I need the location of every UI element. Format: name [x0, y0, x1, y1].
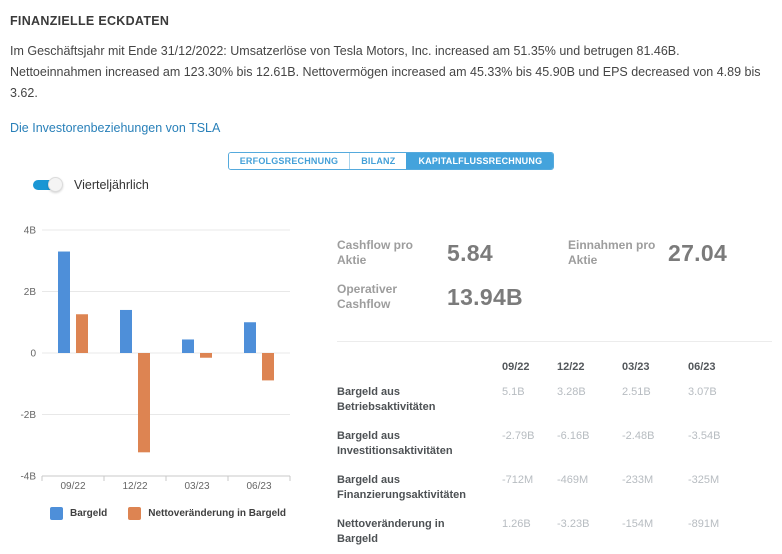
- cashflow-bar-chart: 4B 2B 0 -2B -4B 09/22 12/22 03/23 06/23: [20, 226, 291, 492]
- cell-value: 5.1B: [502, 386, 525, 398]
- x-axis-category-label: 06/23: [246, 481, 271, 492]
- page-title: FINANZIELLE ECKDATEN: [10, 14, 170, 28]
- kpi-grid: Cashflow pro Aktie 5.84 Einnahmen pro Ak…: [337, 238, 772, 312]
- kpi-value-cashflow-pro-aktie: 5.84: [447, 239, 493, 266]
- cashflow-table: 09/22 12/22 03/23 06/23 Bargeld aus Betr…: [337, 353, 772, 554]
- table-row: Bargeld aus Finanzierungsaktivitäten -71…: [337, 466, 772, 510]
- bar-bargeld-03/23: [182, 339, 194, 353]
- kpi-value-einnahmen-pro-aktie: 27.04: [668, 239, 728, 266]
- bar-nettoveraenderung-03/23: [200, 353, 212, 358]
- y-axis-tick-label: 4B: [24, 226, 37, 237]
- tab-erfolgsrechnung[interactable]: ERFOLGSRECHNUNG: [228, 153, 350, 169]
- quarterly-toggle-label: Vierteljährlich: [74, 178, 149, 192]
- metrics-panel: Cashflow pro Aktie 5.84 Einnahmen pro Ak…: [330, 216, 772, 554]
- bar-nettoveraenderung-09/22: [76, 314, 88, 353]
- kpi-label-operativer-cashflow: Operativer Cashflow: [337, 282, 398, 311]
- cell-value: -3.54B: [688, 430, 721, 442]
- cell-value: 3.07B: [688, 386, 717, 398]
- cell-value: 2.51B: [622, 386, 651, 398]
- column-header-q1: 09/22: [502, 361, 530, 373]
- kpi-label-einnahmen-pro-aktie: Einnahmen pro Aktie: [568, 238, 656, 267]
- kpi-label-cashflow-pro-aktie: Cashflow pro Aktie: [337, 238, 414, 267]
- y-axis-tick-label: -2B: [20, 410, 36, 421]
- x-axis-category-label: 12/22: [122, 481, 147, 492]
- cell-value: 3.28B: [557, 386, 586, 398]
- investor-relations-link[interactable]: Die Investorenbeziehungen von TSLA: [10, 121, 221, 135]
- cell-value: -712M: [502, 474, 534, 486]
- y-axis-tick-label: 0: [30, 349, 36, 360]
- cashflow-chart-panel: 4B 2B 0 -2B -4B 09/22 12/22 03/23 06/23 Bargeld …: [10, 216, 330, 554]
- toggle-track: [33, 180, 58, 190]
- table-row: Nettoveränderung in Bargeld 1.26B -3.23B…: [337, 510, 772, 554]
- cell-value: -891M: [688, 518, 720, 530]
- y-axis-tick-label: -4B: [20, 472, 36, 483]
- content-row: 4B 2B 0 -2B -4B 09/22 12/22 03/23 06/23 Bargeld …: [10, 216, 772, 554]
- toggle-knob-icon: [48, 177, 63, 192]
- cell-value: -154M: [622, 518, 654, 530]
- bar-bargeld-06/23: [244, 322, 256, 353]
- y-axis-tick-label: 2B: [24, 287, 37, 298]
- row-label-betriebsaktivitaeten: Bargeld aus Betriebsaktivitäten: [337, 386, 436, 413]
- row-label-investitionsaktivitaeten: Bargeld aus Investitionsaktivitäten: [337, 430, 453, 457]
- bar-bargeld-12/22: [120, 309, 132, 353]
- statement-tabs: ERFOLGSRECHNUNG BILANZ KAPITALFLUSSRECHN…: [227, 152, 555, 170]
- x-axis-category-label: 09/22: [60, 481, 85, 492]
- quarterly-toggle-row: Vierteljährlich: [10, 172, 772, 198]
- panel-divider: [337, 341, 772, 342]
- cell-value: -469M: [557, 474, 589, 486]
- cell-value: -2.79B: [502, 430, 535, 442]
- quarterly-toggle[interactable]: [33, 177, 63, 193]
- table-header-row: 09/22 12/22 03/23 06/23: [337, 353, 772, 378]
- x-axis-category-label: 03/23: [184, 481, 209, 492]
- table-row: Bargeld aus Investitionsaktivitäten -2.7…: [337, 422, 772, 466]
- column-header-q4: 06/23: [688, 361, 716, 373]
- cell-value: -325M: [688, 474, 720, 486]
- cell-value: -233M: [622, 474, 654, 486]
- cell-value: 1.26B: [502, 518, 531, 530]
- table-row: Bargeld aus Betriebsaktivitäten 5.1B 3.2…: [337, 378, 772, 422]
- bar-nettoveraenderung-06/23: [262, 353, 274, 381]
- statement-tabs-row: ERFOLGSRECHNUNG BILANZ KAPITALFLUSSRECHN…: [10, 152, 772, 170]
- column-header-q3: 03/23: [622, 361, 650, 373]
- cell-value: -3.23B: [557, 518, 590, 530]
- row-label-finanzierungsaktivitaeten: Bargeld aus Finanzierungsaktivitäten: [337, 474, 466, 501]
- financial-summary-text: Im Geschäftsjahr mit Ende 31/12/2022: Um…: [10, 44, 761, 100]
- row-label-nettoveraenderung: Nettoveränderung in Bargeld: [337, 518, 445, 545]
- bar-bargeld-09/22: [58, 251, 70, 353]
- cell-value: -6.16B: [557, 430, 590, 442]
- tab-kapitalflussrechnung[interactable]: KAPITALFLUSSRECHNUNG: [406, 153, 554, 169]
- column-header-q2: 12/22: [557, 361, 585, 373]
- tab-bilanz[interactable]: BILANZ: [349, 153, 407, 169]
- bar-nettoveraenderung-12/22: [138, 353, 150, 453]
- kpi-value-operativer-cashflow: 13.94B: [447, 283, 523, 310]
- cell-value: -2.48B: [622, 430, 655, 442]
